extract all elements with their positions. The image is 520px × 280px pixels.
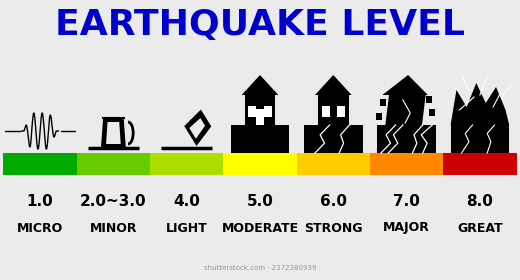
Text: LIGHT: LIGHT (166, 221, 207, 235)
Polygon shape (242, 75, 278, 95)
Text: STRONG: STRONG (304, 221, 362, 235)
Bar (337, 106, 345, 117)
Bar (4, 153, 77, 175)
Bar (224, 153, 296, 175)
Polygon shape (189, 118, 205, 139)
Polygon shape (382, 75, 428, 95)
Text: 1.0: 1.0 (27, 195, 54, 209)
Text: 7.0: 7.0 (393, 195, 420, 209)
Text: shutterstock.com · 2372380939: shutterstock.com · 2372380939 (204, 265, 316, 271)
Bar (380, 99, 386, 106)
Bar (296, 153, 370, 175)
Text: MICRO: MICRO (17, 221, 63, 235)
Text: 2.0~3.0: 2.0~3.0 (80, 195, 147, 209)
Text: 8.0: 8.0 (466, 195, 493, 209)
Polygon shape (315, 75, 352, 95)
Polygon shape (106, 122, 121, 144)
Bar (150, 153, 224, 175)
Bar (376, 113, 382, 120)
Bar (244, 95, 276, 125)
Text: 5.0: 5.0 (246, 195, 274, 209)
Bar (248, 106, 256, 117)
Text: MODERATE: MODERATE (222, 221, 298, 235)
Bar (256, 109, 264, 125)
Text: MAJOR: MAJOR (383, 221, 430, 235)
Bar (231, 125, 289, 153)
Text: 4.0: 4.0 (173, 195, 200, 209)
Bar (443, 153, 516, 175)
Polygon shape (101, 118, 126, 148)
Polygon shape (451, 83, 509, 125)
Bar (378, 125, 436, 153)
Text: EARTHQUAKE LEVEL: EARTHQUAKE LEVEL (55, 8, 465, 42)
Bar (430, 109, 435, 116)
Text: 6.0: 6.0 (320, 195, 347, 209)
Bar (264, 106, 272, 117)
Polygon shape (385, 95, 426, 125)
Bar (321, 106, 330, 117)
Bar (370, 153, 443, 175)
Bar (304, 125, 362, 153)
Bar (451, 125, 509, 153)
Bar (426, 96, 432, 103)
Text: MINOR: MINOR (89, 221, 137, 235)
Bar (77, 153, 150, 175)
Polygon shape (184, 109, 211, 146)
Bar (318, 95, 349, 125)
Text: GREAT: GREAT (457, 221, 503, 235)
